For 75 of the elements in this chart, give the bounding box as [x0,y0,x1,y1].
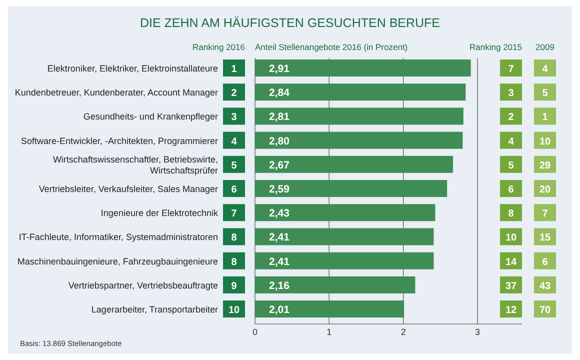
data-label: 9 [231,280,238,292]
data-label: 7 [231,208,238,220]
data-label: 2,41 [269,256,290,268]
data-label: 5 [542,88,548,100]
data-label: 8 [231,256,238,268]
data-label: 10 [228,305,240,316]
data-label: 2,91 [269,63,290,75]
data-label: 2 [231,88,238,100]
data-label: 4 [231,136,238,148]
data-label: 2,59 [269,184,290,196]
data-label: 2,81 [269,111,290,124]
text: 2009 [536,42,555,52]
y-tick-label: Gesundheits- und Krankenpfleger [83,112,218,122]
data-label: 10 [505,232,517,244]
data-label: 43 [539,280,551,292]
data-label: 6 [542,256,548,268]
bar [255,276,416,294]
data-label: 10 [539,136,551,148]
data-label: 70 [539,305,551,316]
data-label: 4 [542,64,548,75]
x-tick-label: 2 [400,327,406,337]
bar [255,180,448,197]
data-label: 7 [542,208,548,220]
y-tick-label: Software-Entwickler, -Architekten, Programmierer [20,136,218,146]
data-label: 3 [508,88,514,100]
bar [255,300,404,318]
text: Ranking 2016 [192,42,246,52]
bar [255,204,436,222]
bar [255,252,434,270]
y-tick-label: Lagerarbeiter, Transportarbeiter [91,304,218,314]
data-label: 2,41 [269,232,290,244]
y-tick-label: Wirtschaftswissenschaftler, Betriebswirte, Wirtschaftsprüfer [52,154,218,176]
bar [255,132,463,149]
data-label: 12 [505,305,517,316]
data-label: 4 [508,136,514,148]
data-label: 2 [508,112,514,124]
x-axis-title: Anteil Stellenangebote 2016 (in Prozent) [255,42,408,52]
data-label: 14 [505,256,517,268]
bar [255,228,434,246]
y-tick-label: Elektroniker, Elektriker, Elektroinstallateure [47,64,218,74]
y-tick-label: Vertriebspartner, Vertriebsbeauftragte [68,280,218,290]
data-label: 37 [505,280,517,292]
data-label: 2,84 [269,87,290,100]
x-tick-label: 1 [326,327,332,337]
chart-title: DIE ZEHN AM HÄUFIGSTEN GESUCHTEN BERUFE [140,16,440,30]
data-label: 7 [508,64,514,75]
data-label: 5 [508,160,514,172]
y-tick-label: Vertriebsleiter, Verkaufsleiter, Sales Manager [38,184,218,194]
y-tick-label: Ingenieure der Elektrotechnik [100,208,218,218]
data-label: 6 [508,184,514,196]
y-tick-label: IT-Fachleute, Informatiker, Systemadministratoren [18,232,218,242]
data-label: 20 [539,184,551,196]
data-label: 2,80 [269,135,290,148]
data-label: 15 [539,232,551,244]
data-label: 2,67 [269,159,290,172]
data-label: 2,01 [269,304,290,316]
data-label: 3 [231,112,238,124]
bar [255,84,466,101]
data-label: 29 [539,160,551,172]
data-label: 2,16 [269,280,290,292]
data-label: 1 [231,64,238,75]
data-label: 8 [231,232,238,244]
bar [255,108,464,125]
data-label: 8 [508,208,514,220]
x-tick-label: 0 [252,327,258,337]
bar [255,156,454,173]
y-tick-label: Maschinenbauingenieure, Fahrzeugbauingenieure [17,256,218,266]
x-tick-label: 3 [474,327,480,337]
y-tick-label: Kundenbetreuer, Kundenberater, Account Manager [14,88,218,98]
data-label: 2,43 [269,208,290,220]
data-label: 1 [542,112,548,124]
text: Ranking 2015 [470,42,522,52]
data-label: 6 [231,184,238,196]
data-label: 5 [231,160,238,172]
bar [255,60,471,76]
